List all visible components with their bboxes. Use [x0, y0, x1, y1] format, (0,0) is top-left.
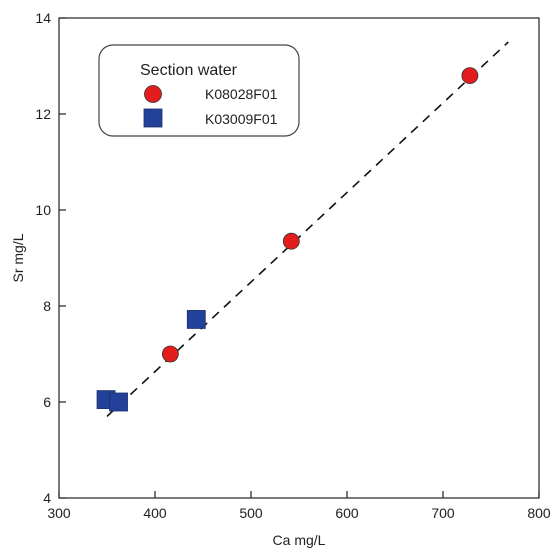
x-axis-title: Ca mg/L [273, 532, 326, 548]
x-tick-label: 700 [431, 505, 455, 521]
y-tick-label: 10 [35, 202, 51, 218]
y-tick-label: 12 [35, 106, 51, 122]
plot-frame [58, 17, 540, 499]
y-tick-label: 4 [43, 490, 51, 506]
data-point-circle [161, 345, 179, 363]
data-point-circle [461, 67, 479, 84]
legend-marker-square [143, 108, 163, 128]
data-point-circle [282, 232, 300, 250]
data-point-square [186, 310, 206, 329]
x-tick-label: 400 [143, 505, 167, 521]
legend: Section water K08028F01 K03009F01 [98, 44, 300, 137]
x-tick-label: 300 [47, 505, 71, 521]
x-tick-label: 800 [527, 505, 551, 521]
legend-marker-circle [144, 85, 162, 103]
trend-line [106, 41, 509, 417]
axis-ticks: 300 400 500 600 700 800 4 6 8 10 12 14 [35, 10, 550, 521]
data-point-square [109, 392, 128, 412]
data-points [96, 67, 479, 412]
y-axis-title: Sr mg/L [10, 233, 26, 282]
y-tick-label: 8 [43, 298, 51, 314]
y-tick-label: 14 [35, 10, 51, 26]
legend-label-series-1: K08028F01 [205, 86, 278, 102]
x-tick-label: 600 [335, 505, 359, 521]
x-tick-label: 500 [239, 505, 263, 521]
y-tick-label: 6 [43, 394, 51, 410]
legend-label-series-2: K03009F01 [205, 111, 278, 127]
legend-title: Section water [140, 62, 238, 79]
